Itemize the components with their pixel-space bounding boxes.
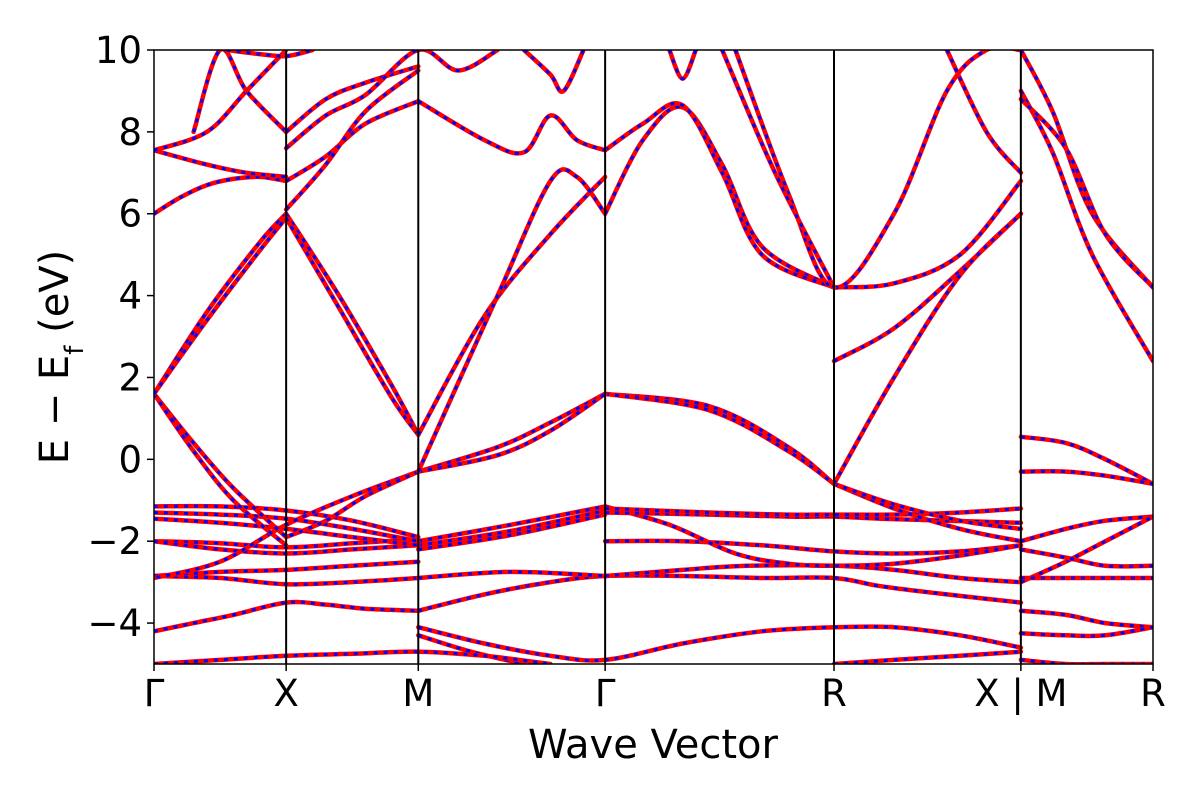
band-1-overlay [417,573,1022,613]
band-67-overlay [417,633,525,664]
band-22-overlay [417,392,606,474]
x-tick-label-5: X | M [974,672,1067,715]
band-68-overlay [833,625,1022,650]
x-tick-label-6: R [1140,672,1166,715]
y-tick-label-1: −2 [87,520,142,563]
y-axis-label-sub: f [60,345,90,355]
band-31-overlay [284,217,420,436]
band-61-overlay [1020,547,1153,568]
x-tick-label-4: R [821,672,847,715]
band-52-overlay [522,50,585,94]
kpoint-lines [285,50,1022,664]
band-12-overlay [604,504,1022,568]
band-57-overlay [1020,435,1153,486]
band-40-overlay [720,50,836,289]
y-axis-label: E − Ef (eV) [32,250,90,465]
band-65-overlay [1020,658,1153,664]
band-51-line [224,50,315,59]
band-49-overlay [285,64,419,134]
band-60-overlay [1020,515,1153,584]
y-axis-ticks: −4 −2 0 2 4 6 8 10 [87,29,154,645]
y-tick-label-4: 4 [118,275,142,318]
band-50-overlay [285,50,499,150]
band-42-overlay [154,175,287,215]
band-32-overlay [416,175,607,436]
y-tick-label-0: −4 [87,602,142,645]
band-36-overlay [833,180,1023,289]
band-55-line [1018,88,1153,364]
band-45-line [416,98,608,156]
band-34-overlay [603,105,835,289]
y-tick-label-5: 6 [118,193,142,236]
band-30-overlay [284,212,420,436]
y-tick-label-3: 2 [118,356,142,399]
y-axis-label-unit: (eV) [32,250,78,346]
band-26-line [154,391,289,540]
band-33-line [416,167,608,474]
band-63-overlay [1020,609,1153,629]
band-10-overlay [418,513,606,551]
band-44-line [283,68,421,212]
plot-frame [153,49,1154,665]
band-64-overlay [1020,625,1153,638]
x-tick-label-0: Γ [144,672,165,715]
band-48-line [191,50,289,135]
band-27-overlay [154,392,288,547]
band-38-line [831,211,1024,487]
band-8-overlay [418,504,606,543]
y-tick-label-7: 10 [95,29,142,72]
band-70-overlay [833,650,1022,664]
band-29-overlay [154,216,288,395]
band-53-overlay [668,50,698,81]
band-19-line [831,481,1024,532]
band-25-overlay [285,470,419,539]
band-35-line [602,101,837,290]
band-59-overlay [1020,515,1153,543]
band-37-overlay [833,212,1022,363]
x-tick-label-2: M [402,672,434,715]
band-58-overlay [1020,469,1153,486]
band-16-overlay [605,511,1021,525]
band-69-overlay [154,650,551,664]
band-17-overlay [605,507,1021,517]
band-47-line [154,50,289,153]
band-41-overlay [945,50,1023,174]
band-9-overlay [418,509,606,547]
x-axis-label: Wave Vector [528,722,779,768]
x-tick-label-1: X [273,672,298,715]
band-56-overlay [1019,98,1153,289]
band-46-line [154,148,289,180]
x-tick-label-3: Γ [595,672,616,715]
band-23-overlay [417,392,606,474]
x-axis-ticks: Γ X M Γ R X | M R [144,664,1166,715]
y-axis-label-main: E − E [32,355,78,465]
band-4-overlay [418,570,606,580]
y-tick-label-6: 8 [118,111,142,154]
band-39-overlay [733,50,1021,289]
y-tick-label-2: 0 [118,438,142,481]
band-0-overlay [154,600,419,633]
band-21-overlay [604,392,835,486]
